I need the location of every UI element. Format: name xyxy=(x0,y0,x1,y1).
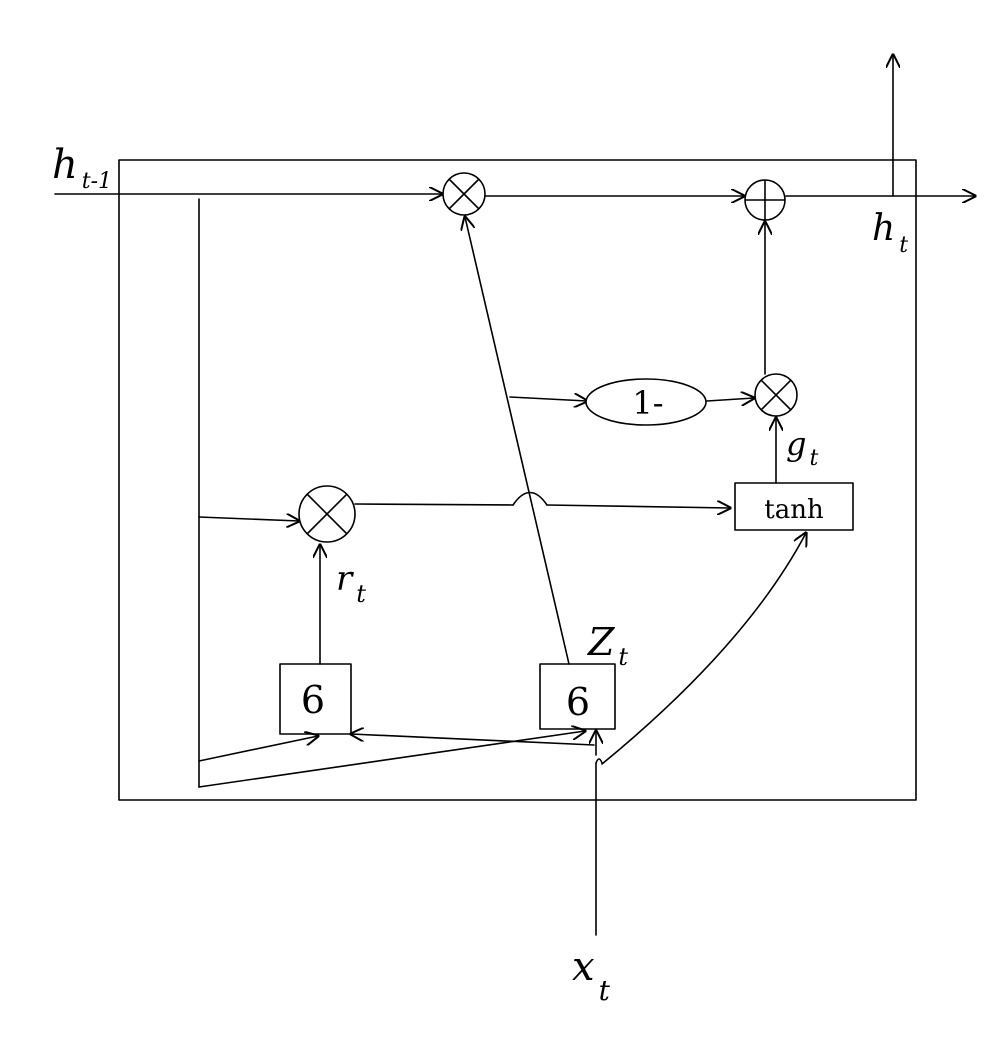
one-minus-node xyxy=(585,378,707,426)
update-gate-box xyxy=(539,663,616,730)
reset-multiply-x2 xyxy=(307,494,347,534)
bus-to-reset-gate xyxy=(198,736,318,762)
reset-to-tanh-line-a xyxy=(354,503,514,506)
bus-to-update-gate xyxy=(198,731,585,788)
input-bridge xyxy=(595,758,603,764)
crossing-hop xyxy=(512,491,548,506)
reset-gate-label: 6 xyxy=(301,678,325,722)
update-to-one-minus-line xyxy=(509,397,587,401)
bus-to-reset-mult xyxy=(198,517,299,521)
prev-hidden-label: h t-1 xyxy=(52,142,112,194)
input-to-reset-gate xyxy=(351,734,595,746)
update-to-top-mult-line xyxy=(465,217,570,665)
one-minus-to-mult-line xyxy=(706,398,754,401)
update-gate-label: 6 xyxy=(566,680,590,724)
reset-to-tanh-line-b xyxy=(546,505,730,508)
tanh-label: tanh xyxy=(764,495,824,525)
one-minus-label: 1- xyxy=(632,384,663,422)
tanh-box xyxy=(734,482,854,531)
cell-boundary xyxy=(118,159,917,801)
reset-gate-box xyxy=(279,663,352,735)
top-multiply-x2 xyxy=(449,179,479,209)
input-label: xt xyxy=(572,944,611,1007)
input-to-tanh-curve xyxy=(601,533,806,765)
candidate-multiply-x2 xyxy=(761,380,791,410)
